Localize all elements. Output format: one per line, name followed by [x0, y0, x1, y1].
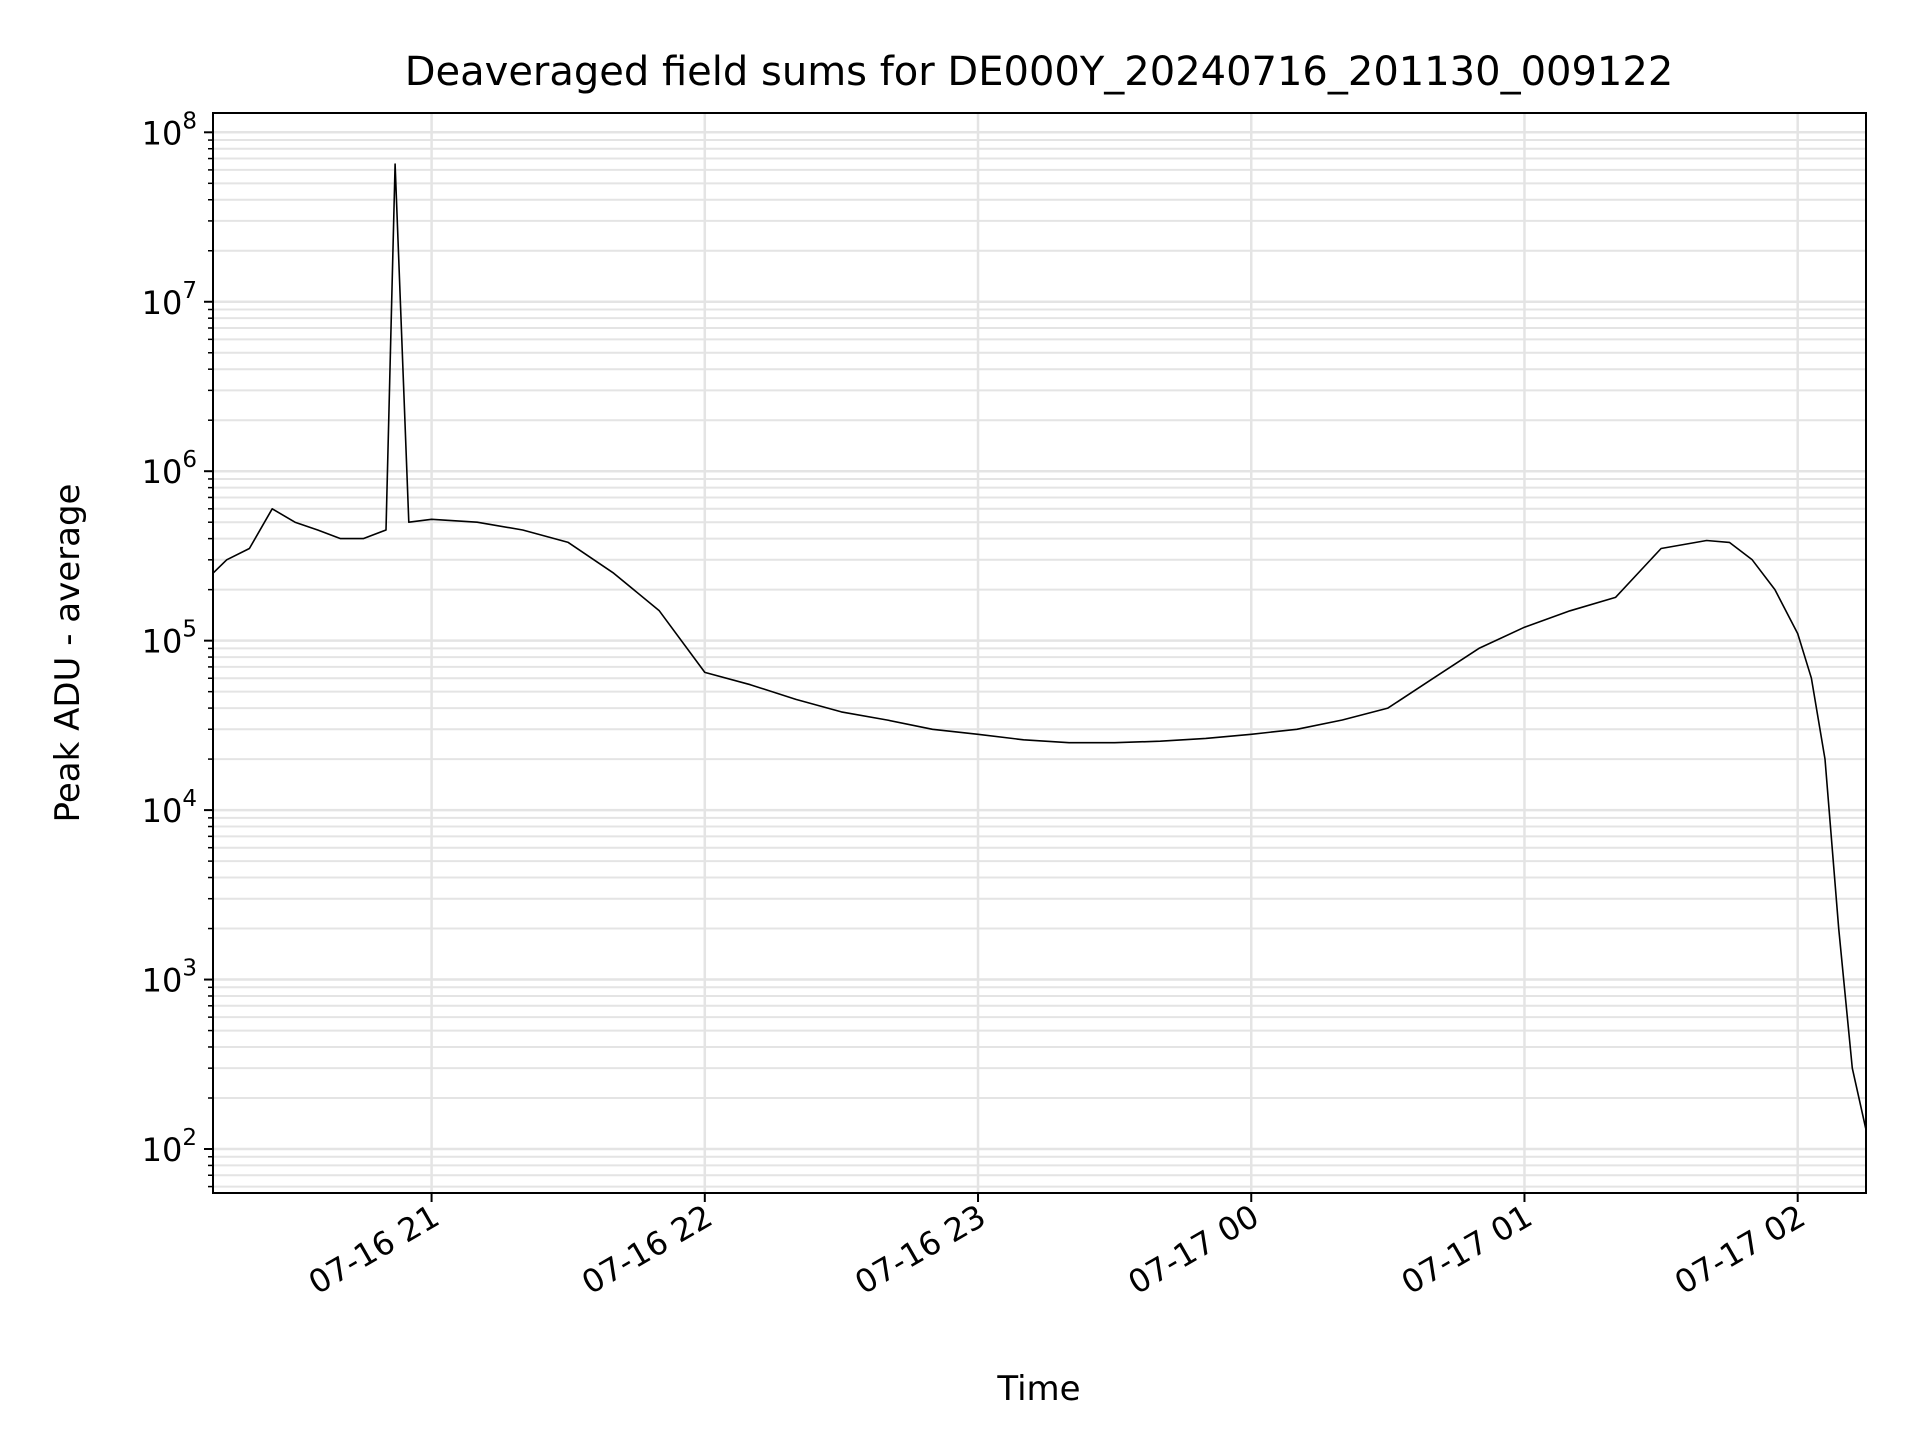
y-tick-label: 104 [142, 786, 197, 830]
y-tick-label: 103 [142, 956, 197, 1000]
y-tick-label: 108 [142, 108, 197, 152]
y-tick-label: 102 [142, 1125, 197, 1169]
chart-title: Deaveraged field sums for DE000Y_2024071… [405, 49, 1674, 95]
series-line [212, 163, 1867, 1130]
data-layer [212, 163, 1867, 1130]
plot-frame [212, 112, 1867, 1194]
y-tick-label: 105 [142, 617, 197, 661]
y-tick-label: 106 [142, 447, 197, 491]
x-axis-label: Time [996, 1369, 1080, 1409]
y-axis-label: Peak ADU - average [48, 484, 88, 823]
y-tick-label: 107 [142, 278, 197, 322]
grid-layer [213, 113, 1866, 1193]
